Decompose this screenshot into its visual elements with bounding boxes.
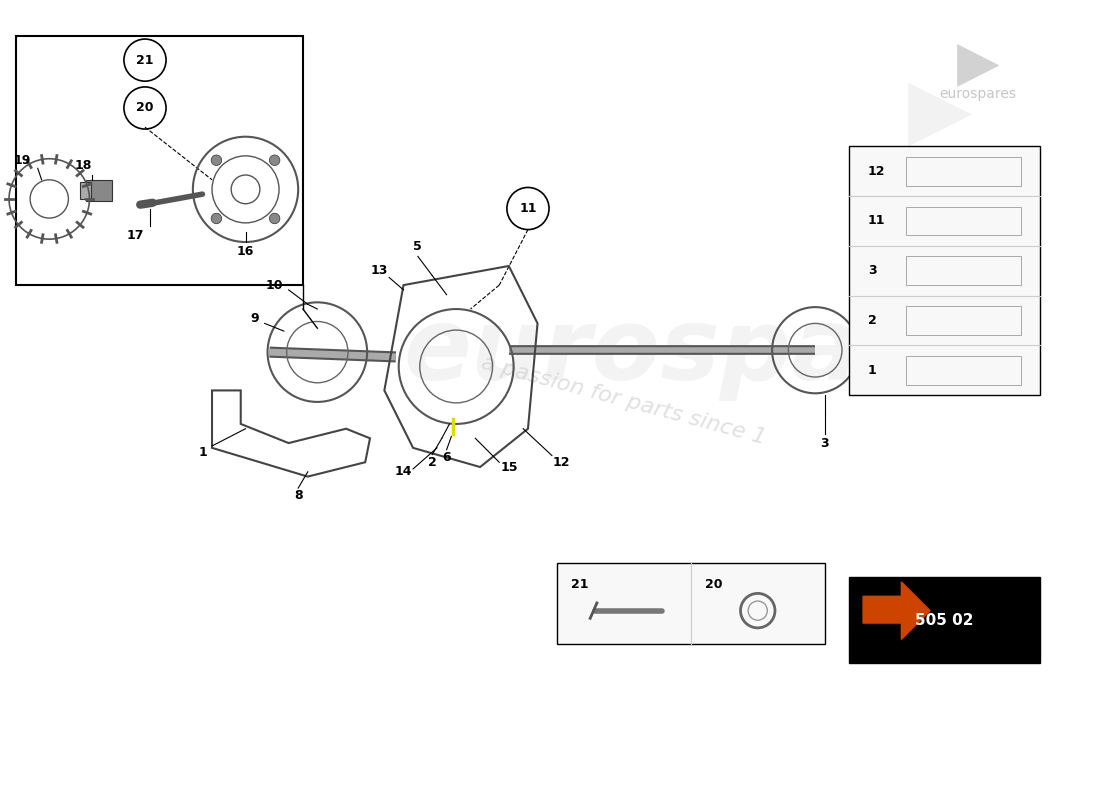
- Circle shape: [270, 155, 279, 166]
- Text: 6: 6: [442, 451, 451, 464]
- Text: 8: 8: [294, 490, 302, 502]
- Text: 2: 2: [428, 456, 437, 469]
- Circle shape: [857, 338, 879, 362]
- Text: 5: 5: [414, 240, 422, 254]
- Text: 9: 9: [251, 312, 260, 325]
- Text: 18: 18: [74, 159, 91, 172]
- Text: 12: 12: [868, 165, 886, 178]
- Text: 2: 2: [868, 314, 877, 327]
- Text: 7: 7: [888, 250, 896, 263]
- Text: 1: 1: [868, 364, 877, 377]
- Text: 10: 10: [265, 278, 283, 292]
- Text: 12: 12: [552, 456, 570, 469]
- Text: 21: 21: [571, 578, 588, 591]
- Bar: [906, 356, 1021, 385]
- Text: 20: 20: [705, 578, 723, 591]
- Text: eurospares: eurospares: [939, 86, 1016, 101]
- Circle shape: [211, 214, 222, 224]
- Text: ▶: ▶: [957, 38, 999, 91]
- Text: ▶: ▶: [908, 72, 971, 154]
- Bar: [557, 562, 825, 644]
- Text: 3: 3: [868, 264, 877, 278]
- Text: 16: 16: [236, 245, 254, 258]
- Polygon shape: [864, 582, 931, 639]
- Bar: [15, 36, 302, 285]
- Circle shape: [211, 155, 222, 166]
- Bar: [906, 157, 1021, 186]
- Bar: [906, 306, 1021, 335]
- Text: 20: 20: [136, 102, 154, 114]
- Bar: [80, 182, 91, 199]
- Text: 21: 21: [136, 54, 154, 66]
- Bar: [849, 577, 1041, 663]
- Text: 15: 15: [500, 461, 518, 474]
- Bar: [906, 206, 1021, 235]
- Circle shape: [270, 214, 279, 224]
- Text: 13: 13: [371, 264, 388, 278]
- Text: 14: 14: [395, 466, 412, 478]
- Bar: [906, 256, 1021, 285]
- Text: eurospares: eurospares: [403, 304, 1036, 401]
- Text: a passion for parts since 1: a passion for parts since 1: [480, 352, 768, 448]
- Bar: [86, 180, 112, 201]
- Text: 19: 19: [14, 154, 31, 167]
- Text: 1: 1: [198, 446, 207, 459]
- Bar: [849, 146, 1041, 395]
- Text: 505 02: 505 02: [915, 613, 974, 628]
- Text: 11: 11: [868, 214, 886, 227]
- Text: 3: 3: [821, 437, 829, 450]
- Text: 17: 17: [126, 229, 144, 242]
- Text: 11: 11: [519, 202, 537, 215]
